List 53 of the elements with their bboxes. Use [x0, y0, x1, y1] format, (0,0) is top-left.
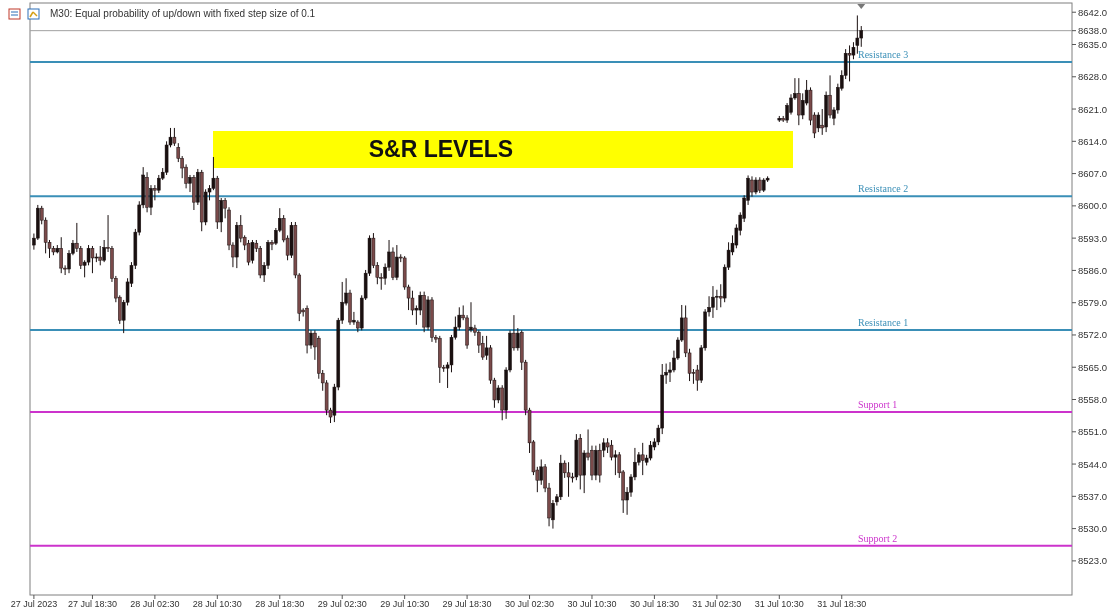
y-tick-label: 8537.0	[1078, 490, 1108, 502]
text: M30: Equal probability of up/down with fixed step size of 0.1	[50, 8, 316, 19]
x-tick-label: 29 Jul 02:30	[317, 599, 367, 609]
y-tick-label: 8565.0	[1078, 361, 1108, 373]
x-tick-label: 27 Jul 2023	[10, 599, 58, 609]
candlestick	[847, 44, 852, 82]
y-tick-label: 8579.0	[1078, 297, 1108, 309]
y-tick-label: 8530.0	[1078, 523, 1108, 535]
x-tick-label: 30 Jul 02:30	[505, 599, 555, 609]
y-tick-label: 8642.0	[1078, 6, 1108, 18]
y-tick-label: 8614.0	[1078, 135, 1108, 147]
candlestick	[816, 111, 821, 133]
ref-line-label: Support 2	[858, 532, 898, 544]
candlestick	[750, 175, 754, 198]
candlestick	[480, 335, 485, 361]
candlestick	[797, 77, 801, 126]
candlestick	[395, 244, 399, 281]
ref-line-label: Resistance 3	[858, 49, 909, 61]
candlestick	[648, 440, 653, 461]
y-tick-label: 8586.0	[1078, 264, 1108, 276]
candlestick	[613, 449, 618, 476]
y-tick-label: 8635.0	[1078, 39, 1108, 50]
y-tick-label: 8607.0	[1078, 168, 1108, 180]
x-tick-label: 28 Jul 02:30	[130, 599, 180, 609]
y-tick-label: 8523.0	[1078, 555, 1108, 567]
candlestick	[855, 14, 860, 55]
y-tick-label: 8544.0	[1078, 458, 1108, 470]
ref-line-label: Support 1	[858, 398, 898, 410]
x-tick-label: 31 Jul 18:30	[817, 599, 867, 609]
x-tick-label: 28 Jul 10:30	[192, 599, 242, 609]
x-tick-label: 28 Jul 18:30	[255, 599, 305, 609]
annotation: S&R LEVELS	[368, 136, 514, 162]
y-tick-label: 8628.0	[1078, 71, 1108, 83]
y-tick-label: 8593.0	[1078, 232, 1108, 244]
y-tick-label: 8572.0	[1078, 329, 1108, 341]
candlestick	[711, 285, 715, 319]
ref-line-label: Resistance 1	[858, 316, 909, 328]
y-tick-label: 8621.0	[1078, 103, 1108, 115]
candlestick	[98, 245, 102, 266]
ref-line-label: Resistance 2	[858, 183, 909, 195]
x-tick-label: 31 Jul 02:30	[692, 599, 742, 609]
x-tick-label: 31 Jul 10:30	[754, 599, 804, 609]
y-tick-label: 8558.0	[1078, 394, 1108, 406]
y-tick-label: 8600.0	[1078, 200, 1108, 212]
x-tick-label: 29 Jul 18:30	[442, 599, 492, 609]
x-tick-label: 29 Jul 10:30	[380, 599, 430, 609]
x-tick-label: 27 Jul 18:30	[67, 599, 117, 609]
candlestick	[59, 236, 63, 274]
x-tick-label: 30 Jul 18:30	[629, 599, 679, 609]
y-tick-label: 8638.0	[1078, 25, 1108, 37]
x-tick-label: 30 Jul 10:30	[567, 599, 617, 609]
y-tick-label: 8551.0	[1078, 426, 1108, 438]
candlestick	[246, 239, 251, 266]
